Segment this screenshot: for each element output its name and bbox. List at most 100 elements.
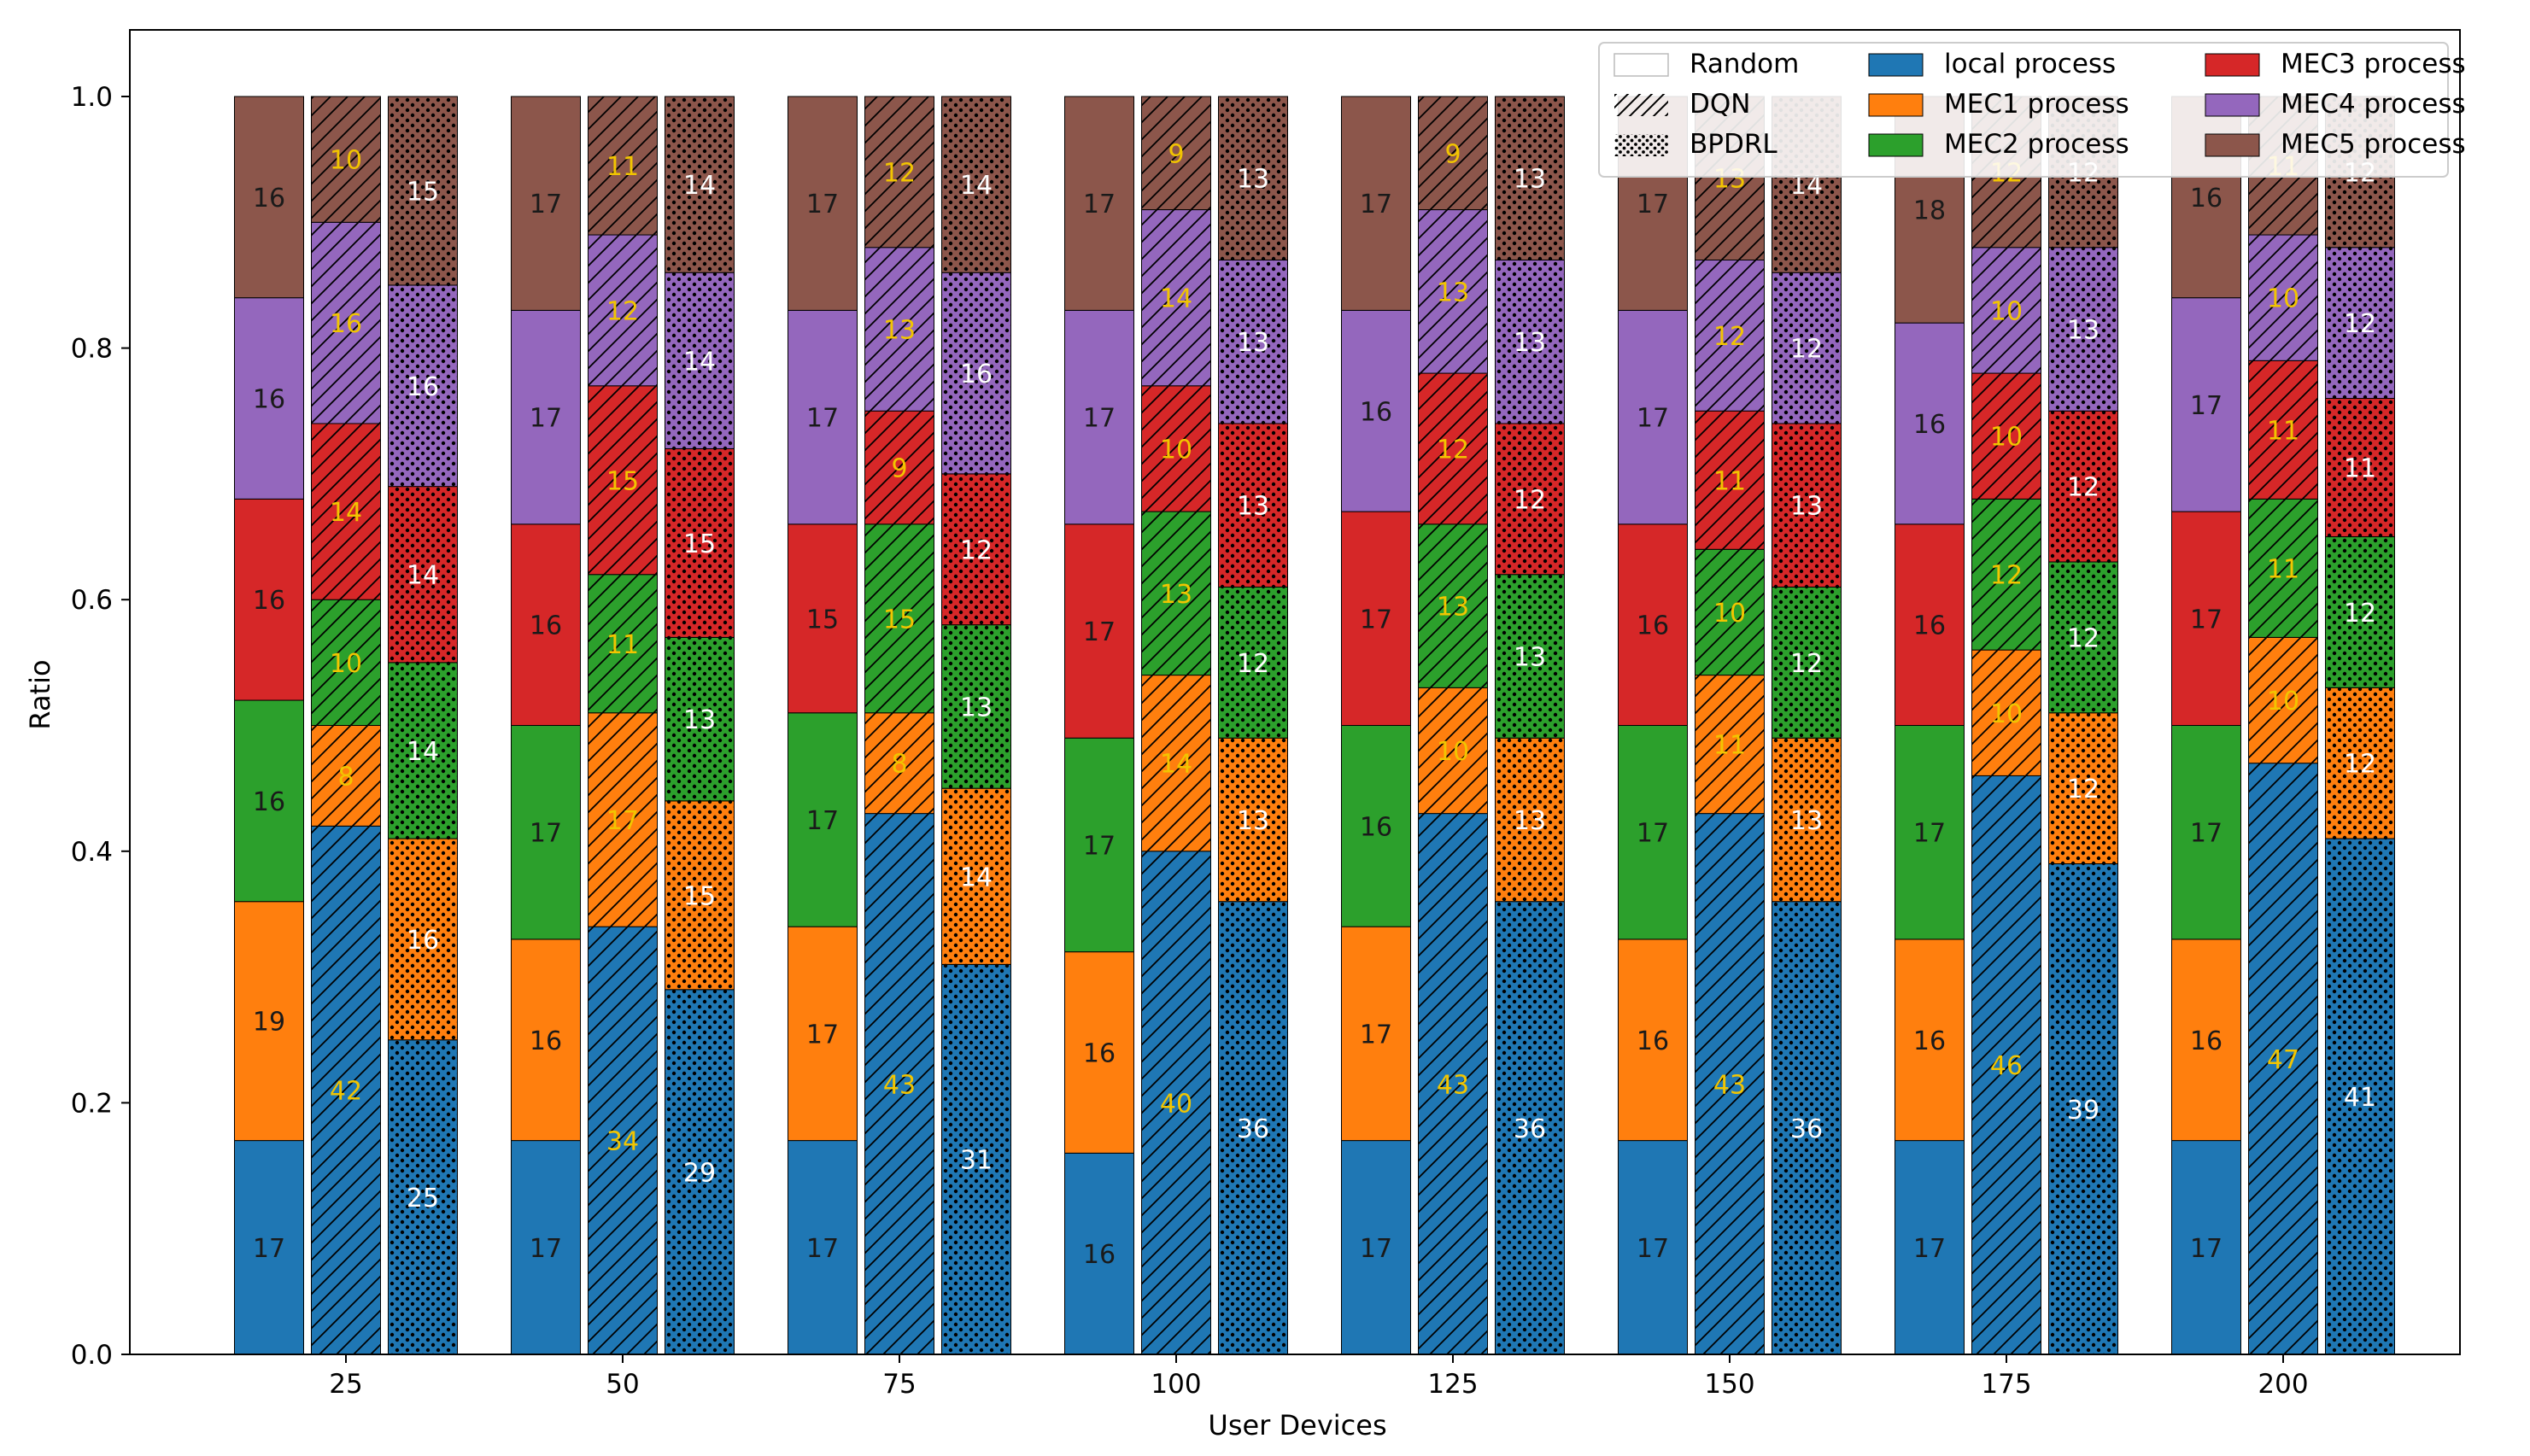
bar-segment-random-100-mec2-process <box>1064 737 1134 953</box>
bar-pattern-bpdrl-25-3 <box>388 486 458 663</box>
data-label: 17 <box>1913 1234 1946 1264</box>
legend-patch-mec3-process <box>2205 53 2260 77</box>
data-label: 12 <box>1790 649 1823 679</box>
data-label: 12 <box>960 535 993 565</box>
bar-segment-random-75-mec2-process <box>788 712 858 927</box>
data-label: 17 <box>253 1234 285 1264</box>
data-label: 11 <box>1713 466 1746 496</box>
bar-segment-random-150-mec2-process <box>1618 725 1688 940</box>
legend-patch-bpdrl <box>1614 134 1668 156</box>
bar-pattern-dqn-25-1 <box>311 725 381 827</box>
y-tick-label: 0.8 <box>71 334 113 365</box>
data-label: 12 <box>2067 473 2100 503</box>
data-label: 10 <box>1713 599 1746 629</box>
data-label: 14 <box>330 498 362 528</box>
bar-pattern-dqn-150-2 <box>1695 549 1765 675</box>
legend-label: MEC5 process <box>2281 129 2466 160</box>
data-label: 17 <box>1637 404 1669 434</box>
data-label: 11 <box>2344 454 2376 484</box>
data-label: 10 <box>330 146 362 176</box>
bar-pattern-dqn-125-1 <box>1418 687 1488 814</box>
data-label: 36 <box>1790 1114 1823 1144</box>
data-label: 16 <box>530 611 562 641</box>
data-label: 36 <box>1237 1114 1269 1144</box>
data-label: 17 <box>806 1020 839 1050</box>
data-label: 17 <box>1360 1234 1392 1264</box>
data-label: 17 <box>806 404 839 434</box>
data-label: 15 <box>683 529 716 559</box>
data-label: 16 <box>1913 410 1946 440</box>
data-label: 16 <box>1913 1026 1946 1056</box>
legend-label: MEC2 process <box>1944 129 2129 160</box>
bar-pattern-dqn-200-1 <box>2248 637 2318 763</box>
data-label: 14 <box>683 171 716 201</box>
data-label: 43 <box>1713 1070 1746 1100</box>
bar-pattern-bpdrl-175-3 <box>2048 411 2118 563</box>
data-label: 16 <box>330 309 362 339</box>
data-label: 11 <box>606 152 639 182</box>
bar-pattern-dqn-175-2 <box>1971 499 2041 651</box>
data-label: 17 <box>1637 1234 1669 1264</box>
bar-pattern-dqn-175-0 <box>1971 775 2041 1354</box>
bar-pattern-dqn-175-3 <box>1971 373 2041 500</box>
bar-pattern-bpdrl-200-3 <box>2325 398 2395 537</box>
bar-pattern-bpdrl-100-1 <box>1218 738 1288 902</box>
data-label: 15 <box>407 177 439 207</box>
data-label: 13 <box>1514 165 1546 195</box>
data-label: 15 <box>883 605 916 634</box>
data-label: 16 <box>253 586 285 616</box>
data-label: 16 <box>960 360 993 389</box>
data-label: 13 <box>1237 165 1269 195</box>
data-label: 16 <box>407 926 439 956</box>
bar-pattern-bpdrl-125-3 <box>1495 423 1565 575</box>
x-tick-label: 75 <box>882 1369 916 1400</box>
bar-segment-random-150-mec3-process <box>1618 523 1688 726</box>
bar-segment-random-175-mec2-process <box>1895 725 1965 940</box>
bar-segment-random-50-mec1-process <box>511 939 581 1142</box>
bar-pattern-bpdrl-100-3 <box>1218 423 1288 588</box>
data-label: 40 <box>1160 1089 1192 1119</box>
bar-segment-random-50-mec5-process <box>511 96 581 311</box>
data-label: 13 <box>1790 806 1823 836</box>
plot-area: 17 19 16 16 16 16 42 8 10 14 16 10 25 16 14 14 16 15 17 16 1… <box>234 96 2395 1355</box>
x-tick-label: 125 <box>1427 1369 1478 1400</box>
data-label: 17 <box>530 819 562 849</box>
data-label: 14 <box>1160 284 1192 314</box>
data-label: 11 <box>606 630 639 660</box>
bar-segment-random-100-mec5-process <box>1064 96 1134 311</box>
data-label: 16 <box>1637 611 1669 641</box>
data-label: 17 <box>1083 617 1116 647</box>
bar-segment-random-125-local-process <box>1341 1140 1411 1355</box>
bar-pattern-bpdrl-50-3 <box>665 448 735 638</box>
data-label: 13 <box>1437 593 1469 623</box>
bar-segment-random-50-mec4-process <box>511 309 581 525</box>
bar-segment-random-75-mec4-process <box>788 309 858 525</box>
bar-segment-random-25-mec3-process <box>234 498 304 701</box>
bar-pattern-bpdrl-25-0 <box>388 1039 458 1354</box>
data-label: 43 <box>883 1070 916 1100</box>
data-label: 17 <box>1083 831 1116 861</box>
legend-patch-mec1-process <box>1868 93 1924 117</box>
data-label: 14 <box>407 561 439 591</box>
data-label: 16 <box>2190 184 2223 213</box>
bar-segment-random-125-mec5-process <box>1341 96 1411 311</box>
bar-pattern-dqn-175-4 <box>1971 247 2041 374</box>
bar-pattern-dqn-150-0 <box>1695 813 1765 1354</box>
data-label: 16 <box>407 372 439 402</box>
x-tick-label: 25 <box>329 1369 362 1400</box>
bar-pattern-bpdrl-50-0 <box>665 989 735 1354</box>
bar-pattern-dqn-25-0 <box>311 826 381 1354</box>
bar-pattern-bpdrl-150-3 <box>1772 423 1842 588</box>
legend-label: MEC4 process <box>2281 89 2466 120</box>
legend-label: Random <box>1690 49 1799 79</box>
data-label: 12 <box>1990 561 2023 591</box>
bar-pattern-dqn-200-3 <box>2248 360 2318 500</box>
bar-pattern-dqn-125-0 <box>1418 813 1488 1354</box>
data-label: 17 <box>806 806 839 836</box>
x-tick-label: 50 <box>606 1369 639 1400</box>
bar-pattern-bpdrl-125-0 <box>1495 901 1565 1354</box>
bar-pattern-dqn-25-4 <box>311 222 381 424</box>
bar-pattern-bpdrl-200-2 <box>2325 536 2395 688</box>
bar-pattern-bpdrl-200-0 <box>2325 839 2395 1354</box>
bar-segment-random-125-mec1-process <box>1341 926 1411 1142</box>
